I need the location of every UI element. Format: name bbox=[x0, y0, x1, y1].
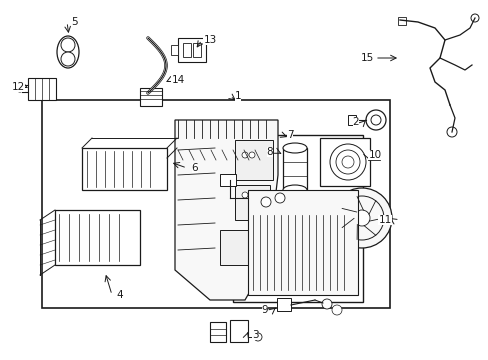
Circle shape bbox=[16, 84, 24, 92]
Circle shape bbox=[321, 299, 331, 309]
Text: 9: 9 bbox=[261, 305, 268, 315]
Bar bbox=[232, 135, 362, 302]
Text: 5: 5 bbox=[72, 17, 78, 27]
Text: 8: 8 bbox=[266, 147, 273, 157]
Text: 4: 4 bbox=[117, 290, 123, 300]
Circle shape bbox=[370, 115, 380, 125]
Bar bbox=[397, 17, 405, 25]
Circle shape bbox=[248, 192, 254, 198]
Bar bbox=[276, 298, 290, 311]
Text: 7: 7 bbox=[286, 130, 293, 140]
Text: 6: 6 bbox=[191, 163, 198, 173]
Circle shape bbox=[341, 156, 353, 168]
Bar bbox=[28, 78, 56, 100]
Bar bbox=[235, 140, 272, 180]
Ellipse shape bbox=[283, 143, 306, 153]
Bar bbox=[82, 148, 167, 190]
Circle shape bbox=[331, 305, 341, 315]
Bar bbox=[347, 115, 355, 125]
Text: 15: 15 bbox=[360, 53, 373, 63]
Bar bbox=[220, 174, 236, 186]
Circle shape bbox=[248, 152, 254, 158]
Bar bbox=[235, 185, 269, 220]
Bar bbox=[319, 138, 369, 186]
Bar bbox=[229, 320, 247, 342]
Text: 2: 2 bbox=[352, 117, 359, 127]
Bar bbox=[283, 148, 306, 190]
Text: 1: 1 bbox=[234, 91, 241, 101]
Text: 10: 10 bbox=[367, 150, 381, 160]
Text: 12: 12 bbox=[11, 82, 24, 92]
Circle shape bbox=[242, 192, 247, 198]
Circle shape bbox=[61, 52, 75, 66]
Polygon shape bbox=[175, 120, 278, 300]
Circle shape bbox=[61, 38, 75, 52]
Circle shape bbox=[261, 197, 270, 207]
Bar bbox=[140, 88, 162, 106]
Bar bbox=[171, 45, 178, 55]
Circle shape bbox=[353, 210, 369, 226]
Bar bbox=[193, 43, 201, 57]
Bar bbox=[55, 210, 140, 265]
Bar bbox=[42, 100, 389, 308]
Circle shape bbox=[446, 127, 456, 137]
Bar bbox=[220, 230, 258, 265]
Bar bbox=[247, 190, 357, 295]
Circle shape bbox=[242, 152, 247, 158]
Circle shape bbox=[253, 333, 262, 341]
Circle shape bbox=[365, 110, 385, 130]
Ellipse shape bbox=[283, 185, 306, 195]
Bar bbox=[367, 150, 379, 160]
Text: 13: 13 bbox=[203, 35, 216, 45]
Ellipse shape bbox=[57, 36, 79, 68]
Circle shape bbox=[274, 193, 285, 203]
Text: 14: 14 bbox=[171, 75, 184, 85]
Circle shape bbox=[470, 14, 478, 22]
Circle shape bbox=[331, 188, 391, 248]
Text: 3: 3 bbox=[251, 330, 258, 340]
Bar bbox=[178, 38, 205, 62]
Text: 11: 11 bbox=[378, 215, 391, 225]
Bar bbox=[183, 43, 191, 57]
Bar bbox=[209, 322, 225, 342]
